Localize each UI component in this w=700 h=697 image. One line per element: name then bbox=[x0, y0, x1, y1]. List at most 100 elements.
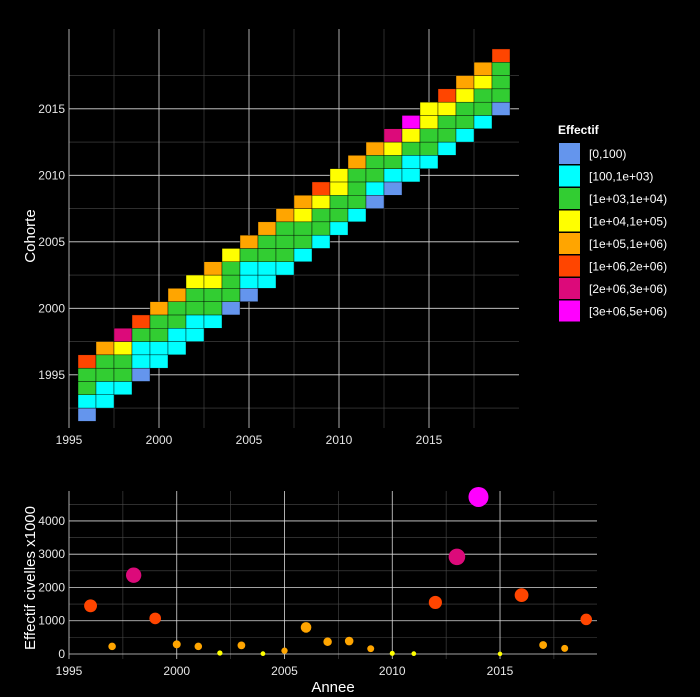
scatter-y-tick-label: 3000 bbox=[38, 547, 65, 561]
heatmap-panel: 1995 2000 2005 2010 2015 1995 2000 2005 2010 2015 bbox=[38, 29, 519, 447]
heatmap-cell bbox=[113, 381, 133, 395]
scatter-point bbox=[108, 642, 116, 651]
scatter-y-tick-label: 0 bbox=[58, 647, 65, 661]
heatmap-cell bbox=[167, 301, 187, 316]
heatmap-cell bbox=[491, 62, 511, 76]
scatter-x-axis-title: Annee bbox=[311, 679, 354, 696]
legend-swatch bbox=[559, 143, 580, 164]
heatmap-cell bbox=[455, 101, 475, 116]
heatmap-cell bbox=[329, 168, 349, 183]
heatmap-cell bbox=[131, 314, 151, 329]
heatmap-cell bbox=[401, 168, 421, 183]
scatter-point bbox=[539, 641, 548, 649]
heatmap-cell bbox=[131, 341, 151, 356]
legend-title: Effectif bbox=[558, 123, 600, 137]
heatmap-cell bbox=[149, 354, 169, 369]
legend-item-label: [1e+06,2e+06) bbox=[589, 260, 667, 274]
heatmap-cell bbox=[347, 168, 367, 183]
heatmap-cell bbox=[185, 328, 205, 342]
legend-swatch bbox=[559, 188, 580, 209]
heatmap-cell bbox=[239, 248, 259, 262]
heatmap-cell bbox=[185, 314, 205, 329]
heatmap-y-tick-label: 2000 bbox=[38, 301, 65, 315]
heatmap-x-tick-label: 2015 bbox=[416, 433, 443, 447]
heatmap-cell bbox=[293, 234, 313, 249]
scatter-point bbox=[497, 651, 503, 657]
heatmap-cell bbox=[383, 128, 403, 143]
scatter-panel: 1995 2000 2005 2010 2015 0 1000 2000 3000 4000 bbox=[38, 486, 597, 678]
heatmap-cell bbox=[77, 407, 97, 422]
heatmap-y-tick-label: 2015 bbox=[38, 102, 65, 116]
heatmap-cell bbox=[455, 88, 475, 103]
legend-item-label: [2e+06,3e+06) bbox=[589, 282, 667, 296]
heatmap-cell bbox=[437, 141, 457, 156]
heatmap-cell bbox=[293, 195, 313, 209]
heatmap-cell bbox=[383, 181, 403, 196]
heatmap-cell bbox=[77, 354, 97, 369]
legend-item-label: [3e+06,5e+06) bbox=[589, 305, 667, 319]
heatmap-cell bbox=[455, 115, 475, 129]
heatmap-cell bbox=[347, 155, 367, 169]
heatmap-cell bbox=[167, 314, 187, 329]
heatmap-cell bbox=[149, 341, 169, 356]
heatmap-cell bbox=[239, 288, 259, 302]
heatmap-cell bbox=[257, 221, 277, 236]
heatmap-cell bbox=[167, 341, 187, 356]
heatmap-cell bbox=[113, 354, 133, 369]
heatmap-cell bbox=[491, 48, 511, 63]
scatter-x-tick-label: 2005 bbox=[271, 664, 298, 678]
scatter-y-axis-title: Effectif civelles x1000 bbox=[22, 506, 39, 650]
heatmap-cell bbox=[275, 248, 295, 262]
heatmap-cell bbox=[329, 181, 349, 196]
heatmap-cell bbox=[329, 195, 349, 209]
heatmap-cell bbox=[455, 75, 475, 90]
heatmap-cell bbox=[455, 128, 475, 143]
heatmap-y-tick-label: 2005 bbox=[38, 235, 65, 249]
heatmap-cell bbox=[149, 328, 169, 342]
heatmap-cell bbox=[401, 155, 421, 169]
legend-swatch bbox=[559, 210, 580, 232]
heatmap-cell bbox=[383, 168, 403, 183]
heatmap-cell bbox=[311, 181, 331, 196]
scatter-point bbox=[448, 548, 466, 566]
heatmap-cell bbox=[347, 181, 367, 196]
heatmap-cell bbox=[131, 367, 151, 382]
scatter-y-tick-label: 4000 bbox=[38, 514, 65, 528]
scatter-point bbox=[428, 595, 442, 610]
heatmap-cell bbox=[185, 301, 205, 316]
heatmap-cell bbox=[293, 248, 313, 262]
heatmap-cell bbox=[383, 155, 403, 169]
heatmap-cell bbox=[419, 155, 439, 169]
heatmap-cell bbox=[311, 234, 331, 249]
scatter-x-tick-label: 2015 bbox=[487, 664, 514, 678]
heatmap-cell bbox=[293, 208, 313, 223]
heatmap-cell bbox=[419, 128, 439, 143]
heatmap-cell bbox=[365, 141, 385, 156]
heatmap-legend: [0,100) [100,1e+03) [1e+03,1e+04) [1e+04,1e… bbox=[559, 143, 667, 322]
scatter-point bbox=[389, 650, 395, 656]
legend-swatch bbox=[559, 233, 580, 254]
legend-item-label: [1e+04,1e+05) bbox=[589, 215, 667, 229]
scatter-point bbox=[580, 613, 592, 626]
heatmap-cell bbox=[113, 367, 133, 382]
heatmap-cell bbox=[95, 394, 115, 409]
heatmap-cell bbox=[275, 221, 295, 236]
legend-item-label: [0,100) bbox=[589, 147, 626, 161]
heatmap-cell bbox=[419, 141, 439, 156]
heatmap-x-tick-label: 2010 bbox=[326, 433, 353, 447]
scatter-point bbox=[125, 567, 142, 583]
scatter-point bbox=[237, 641, 246, 650]
scatter-y-tick-label: 2000 bbox=[38, 580, 65, 594]
heatmap-cell bbox=[365, 181, 385, 196]
scatter-point bbox=[561, 644, 569, 652]
heatmap-cell bbox=[473, 75, 493, 90]
heatmap-cell bbox=[239, 274, 259, 289]
scatter-plot-area bbox=[69, 491, 597, 659]
heatmap-cell bbox=[311, 195, 331, 209]
heatmap-cell bbox=[473, 101, 493, 116]
heatmap-cell bbox=[491, 101, 511, 116]
heatmap-cell bbox=[167, 328, 187, 342]
heatmap-cell bbox=[311, 208, 331, 223]
